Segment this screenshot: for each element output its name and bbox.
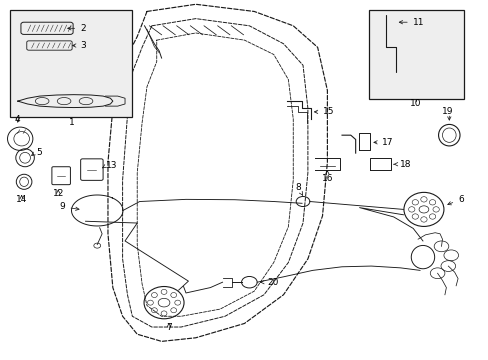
Text: 15: 15: [314, 107, 333, 116]
Text: 9: 9: [60, 202, 79, 211]
Bar: [10, 10, 132, 117]
Text: 20: 20: [260, 278, 278, 287]
Text: 7: 7: [166, 323, 171, 332]
Text: 1: 1: [68, 118, 74, 127]
Text: 14: 14: [16, 194, 27, 203]
Bar: [368, 10, 463, 99]
Text: 13: 13: [105, 161, 117, 170]
Text: 17: 17: [373, 138, 393, 147]
Text: 12: 12: [52, 189, 64, 198]
Text: 8: 8: [295, 183, 302, 195]
Text: 2: 2: [67, 24, 85, 33]
Text: 3: 3: [72, 41, 86, 50]
Text: 18: 18: [393, 160, 410, 169]
Text: 4: 4: [15, 114, 20, 123]
Text: 11: 11: [399, 18, 424, 27]
Text: 19: 19: [441, 107, 453, 116]
Text: 5: 5: [36, 148, 41, 157]
Text: 10: 10: [409, 99, 421, 108]
Text: 16: 16: [321, 171, 332, 184]
Text: 6: 6: [447, 195, 463, 205]
